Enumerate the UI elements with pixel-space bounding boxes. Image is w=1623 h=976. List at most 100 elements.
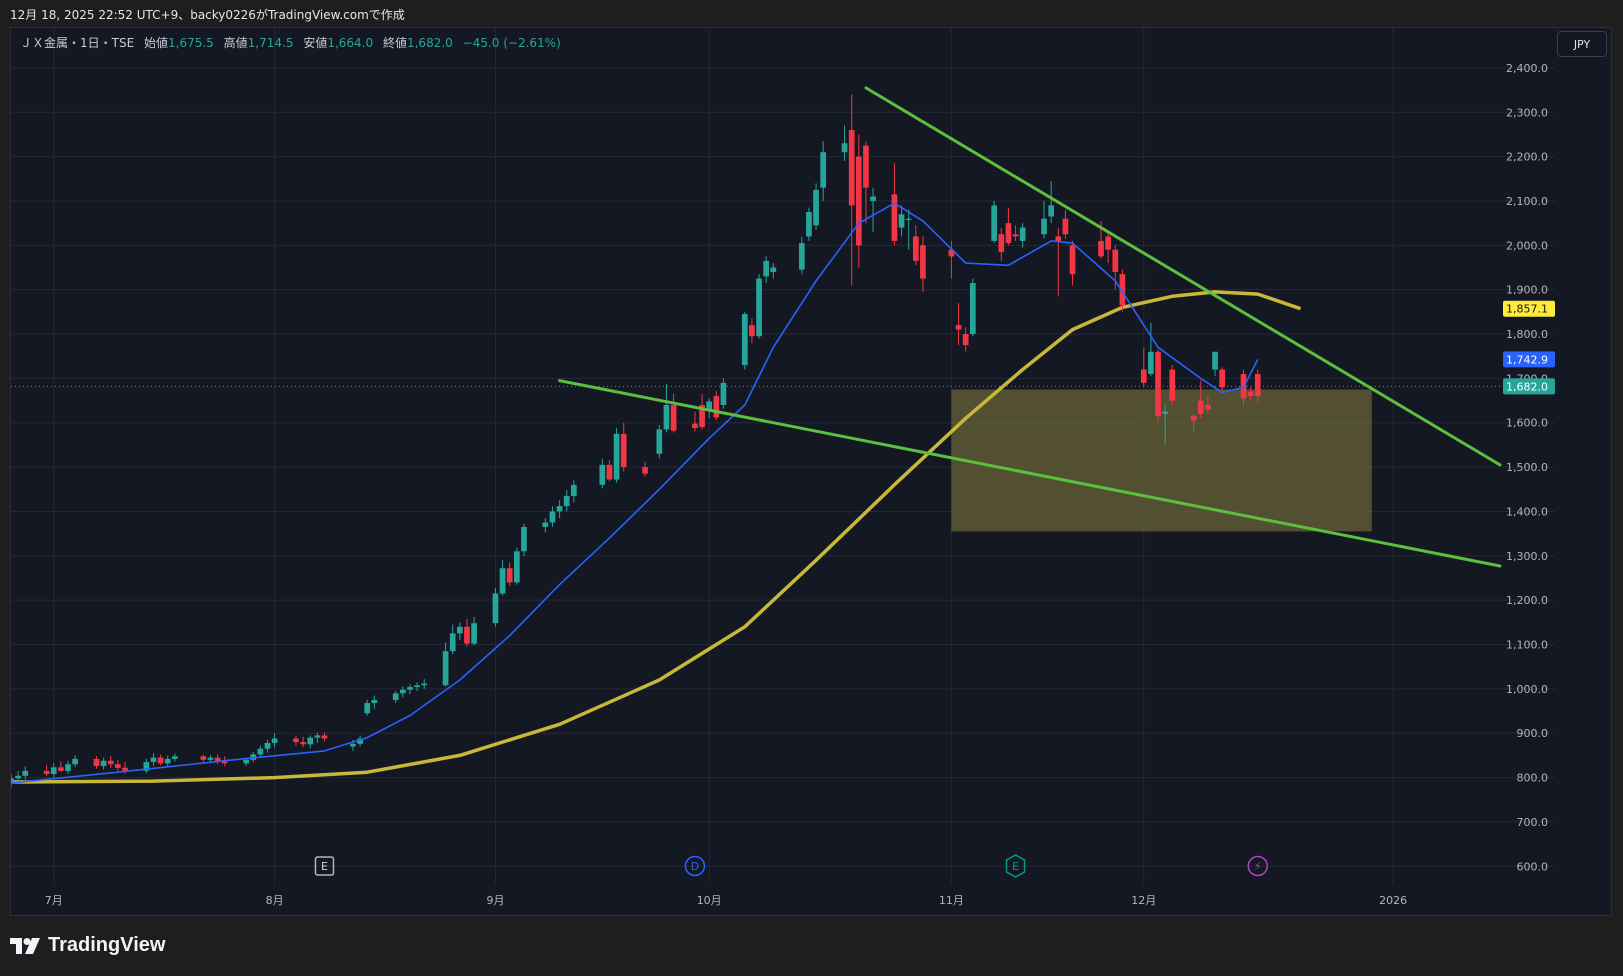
x-tick-label: 10月 (697, 894, 722, 907)
candle-body (456, 626, 463, 634)
candle (364, 699, 371, 716)
candle-body (1062, 218, 1069, 235)
earnings-icon[interactable]: E (1005, 854, 1026, 878)
candle-body (11, 778, 14, 782)
candle (1169, 365, 1176, 405)
candle-body (713, 396, 720, 418)
lightning-icon[interactable]: ⚡ (1247, 855, 1269, 877)
candle (955, 302, 962, 346)
candle-body (122, 767, 128, 771)
candle-body (841, 143, 848, 153)
candle-body (542, 522, 549, 527)
candle-body (1055, 236, 1062, 241)
zone-layer (951, 389, 1372, 532)
candle (1069, 240, 1076, 286)
candle-body (642, 467, 648, 474)
candle-body (221, 761, 228, 764)
candle (606, 460, 613, 482)
candle-body (442, 651, 449, 686)
candle-body (556, 506, 563, 512)
candle-body (948, 249, 955, 257)
split-badge (1247, 855, 1269, 877)
candle (713, 390, 720, 421)
price-label-bg (1503, 351, 1555, 368)
candle-body (563, 495, 570, 507)
candle (1048, 181, 1055, 224)
candle-body (1190, 416, 1197, 421)
candle-body (549, 511, 556, 523)
candle-body (172, 756, 178, 759)
candle (257, 745, 264, 758)
candle-body (1119, 274, 1126, 306)
candle-body (905, 218, 912, 220)
candle-body (22, 770, 29, 776)
tradingview-brand[interactable]: TradingView (10, 934, 165, 957)
candle-body (1212, 351, 1218, 370)
earnings-icon[interactable]: E (314, 856, 335, 876)
candle-body (898, 214, 905, 228)
candle (741, 311, 748, 370)
candle (556, 500, 563, 519)
earnings-badge (314, 856, 335, 876)
candle (962, 327, 969, 352)
candle (670, 393, 677, 433)
candle (1062, 209, 1069, 239)
y-tick-label: 1,400.0 (1506, 505, 1548, 518)
candle-body (756, 278, 762, 337)
candle-body (806, 212, 812, 237)
candle (1190, 413, 1197, 432)
candle-body (991, 205, 998, 241)
candle-body (1247, 391, 1254, 397)
split-badge-label: ⚡ (1254, 860, 1262, 873)
candle (11, 774, 14, 788)
dividend-icon[interactable]: D (684, 855, 706, 877)
candle (998, 227, 1005, 261)
candle (870, 187, 876, 233)
candle-body (962, 334, 969, 346)
candle-body (663, 404, 670, 430)
y-tick-label: 900.0 (1517, 727, 1549, 740)
currency-button[interactable]: JPY (1557, 31, 1607, 57)
candle (756, 274, 762, 339)
candle-body (1012, 234, 1019, 237)
y-tick-label: 2,400.0 (1506, 62, 1548, 75)
candle (513, 547, 520, 585)
candle-body (1148, 351, 1154, 374)
candle-body (364, 703, 371, 714)
earnings-badge (1005, 854, 1026, 878)
candle-body (164, 758, 171, 764)
x-axis: 7月 8月 9月 10月 11月 12月 2026 (45, 894, 1407, 907)
candle-body (912, 236, 919, 261)
candle-body (521, 526, 527, 552)
candle-body (200, 756, 207, 760)
price-labels: 1,857.1 1,742.9 1,682.0 (1503, 300, 1555, 395)
symbol-label[interactable]: ＪＸ金属・1日・TSE (20, 36, 135, 50)
candle-body (513, 551, 520, 583)
candle (692, 411, 698, 432)
candle-body (115, 764, 121, 768)
candle-body (955, 325, 962, 330)
y-tick-label: 1,000.0 (1506, 683, 1548, 696)
candle (164, 755, 171, 767)
candle (1012, 225, 1019, 241)
change-value: −45.0 (−2.61%) (462, 36, 561, 50)
candle-body (421, 683, 428, 686)
price-label-bg (1503, 378, 1555, 395)
candle (1019, 223, 1026, 248)
y-tick-label: 1,600.0 (1506, 417, 1548, 430)
candle (456, 622, 463, 641)
high-label: 高値 (223, 36, 248, 50)
x-tick-label: 2026 (1379, 894, 1407, 907)
candle (150, 753, 157, 767)
candle-body (855, 156, 862, 246)
candle (770, 263, 777, 279)
y-tick-label: 1,200.0 (1506, 594, 1548, 607)
candle-body (1205, 404, 1211, 410)
candle (321, 732, 328, 742)
candle (357, 735, 363, 747)
candle-body (93, 758, 100, 767)
candle-body (813, 189, 819, 226)
candle (991, 200, 998, 244)
candle-body (770, 267, 777, 272)
